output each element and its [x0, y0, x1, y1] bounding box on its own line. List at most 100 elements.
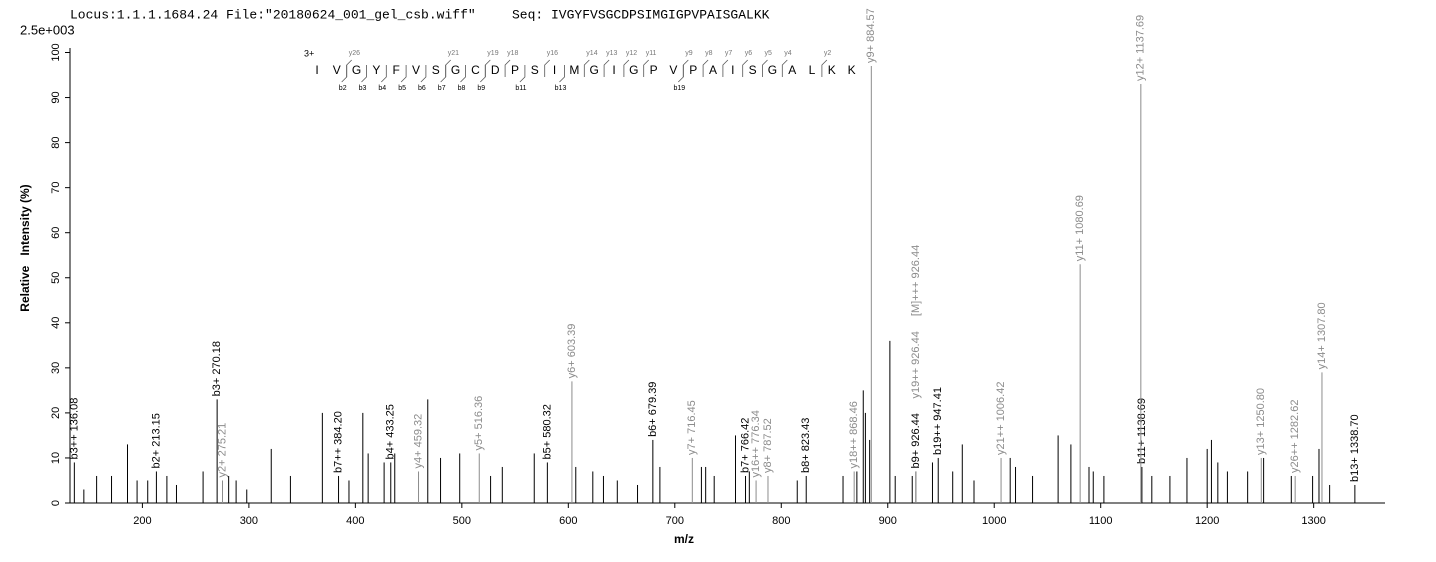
x-tick-label: 400: [346, 515, 364, 527]
peak-label: y5+ 516.36: [473, 396, 485, 451]
b-ion-mark: [381, 65, 387, 83]
y-ion-label: y21: [448, 50, 459, 57]
peak-label: b6+ 679.39: [647, 382, 659, 437]
y-ion-mark: [583, 59, 590, 77]
peak-label: y6+ 603.39: [566, 324, 578, 379]
y-tick-label: 10: [50, 452, 62, 464]
y-tick-label: 20: [50, 407, 62, 419]
y-ion-mark: [781, 59, 788, 77]
b-ion-label: b9: [477, 85, 485, 92]
y-tick-label: 70: [50, 182, 62, 194]
b-ion-label: b11: [515, 85, 526, 92]
y-ion-label: y6: [745, 50, 753, 57]
residue: K: [828, 63, 836, 77]
residue: S: [749, 63, 757, 77]
peak-label: [M]+++ 926.44: [910, 245, 922, 316]
peak-label: y4+ 459.32: [412, 414, 424, 469]
y-ion-mark: [682, 59, 689, 77]
y-ion-mark: [702, 59, 709, 77]
x-axis-label: m/z: [674, 532, 694, 546]
b-ion-mark: [559, 65, 565, 83]
peak-label: y9+ 884.57: [865, 8, 877, 63]
x-tick-label: 1100: [1089, 515, 1113, 527]
y-ion-label: y7: [725, 50, 733, 57]
b-ion-mark: [460, 65, 466, 83]
b-ion-mark: [341, 65, 348, 83]
x-tick-label: 300: [240, 515, 258, 527]
y-ion-label: y26: [349, 50, 360, 57]
b-ion-label: b4: [378, 85, 386, 92]
residue: L: [809, 63, 816, 77]
y-ion-mark: [742, 59, 748, 77]
x-tick-label: 1300: [1301, 515, 1325, 527]
residue: G: [629, 63, 638, 77]
residue: D: [491, 63, 500, 77]
charge-label: 3+: [304, 48, 314, 58]
residue: I: [553, 63, 556, 77]
b-ion-label: b2: [339, 85, 347, 92]
y-ion-label: y4: [784, 50, 792, 57]
b-ion-mark: [400, 65, 407, 83]
b-ion-mark: [440, 65, 447, 83]
peak-label: y8+ 787.52: [762, 418, 774, 473]
residue: G: [352, 63, 361, 77]
peak-label: b3++ 136.08: [68, 398, 80, 460]
residue: V: [412, 63, 420, 77]
peak-label: y26++ 1282.62: [1289, 400, 1301, 473]
x-tick-label: 700: [666, 515, 684, 527]
y-ion-mark: [484, 59, 491, 77]
residue: A: [788, 63, 796, 77]
residue: A: [709, 63, 717, 77]
peak-label: b2+ 213.15: [150, 413, 162, 468]
residue: S: [531, 63, 539, 77]
y-ion-label: y18: [507, 50, 518, 57]
residue: I: [315, 63, 318, 77]
b-ion-label: b6: [418, 85, 426, 92]
residue: G: [451, 63, 460, 77]
b-ion-label: b19: [673, 85, 685, 92]
x-tick-label: 600: [559, 515, 577, 527]
b-ion-label: b3: [359, 85, 367, 92]
peak-label: b13+ 1338.70: [1349, 414, 1361, 482]
y-tick-label: 50: [50, 272, 62, 284]
residue: M: [569, 63, 579, 77]
y-ion-label: y11: [646, 50, 657, 57]
y-tick-label: 100: [50, 43, 62, 61]
y-ion-mark: [722, 59, 729, 77]
residue: P: [650, 63, 658, 77]
y-ion-label: y8: [705, 50, 713, 57]
b-ion-label: b13: [555, 85, 567, 92]
y-ion-label: y5: [765, 50, 773, 57]
y-tick-label: 80: [50, 136, 62, 148]
residue: Y: [372, 63, 380, 77]
y-ion-label: y2: [824, 50, 832, 57]
residue: V: [669, 63, 677, 77]
peak-label: b8+ 823.43: [800, 418, 812, 473]
y-ion-mark: [346, 59, 352, 77]
residue: K: [848, 63, 856, 77]
x-tick-label: 1000: [982, 515, 1006, 527]
y-ion-mark: [544, 59, 550, 77]
b-ion-mark: [361, 65, 367, 83]
peak-label: y18++ 868.46: [848, 401, 860, 468]
residue: P: [689, 63, 697, 77]
y-ion-mark: [603, 59, 610, 77]
y-ion-mark: [504, 59, 511, 77]
y-tick-label: 40: [50, 317, 62, 329]
residue: G: [590, 63, 599, 77]
peak-label: y19++ 926.44: [910, 331, 922, 398]
y-ion-mark: [445, 59, 451, 77]
peak-label: y2+ 275.21: [216, 423, 228, 478]
residue: S: [432, 63, 440, 77]
b-ion-mark: [420, 65, 427, 83]
y-ion-mark: [643, 59, 649, 77]
header-seq: Seq: IVGYFVSGCDPSIMGIGPVPAISGALKK: [512, 7, 770, 22]
residue: I: [731, 63, 734, 77]
peak-label: b4+ 433.25: [385, 404, 397, 459]
header-locus: Locus:1.1.1.1684.24 File:"20180624_001_g…: [70, 7, 476, 22]
b-ion-label: b7: [438, 85, 446, 92]
b-ion-label: b8: [458, 85, 466, 92]
residue: G: [768, 63, 777, 77]
y-ion-label: y16: [547, 50, 558, 57]
